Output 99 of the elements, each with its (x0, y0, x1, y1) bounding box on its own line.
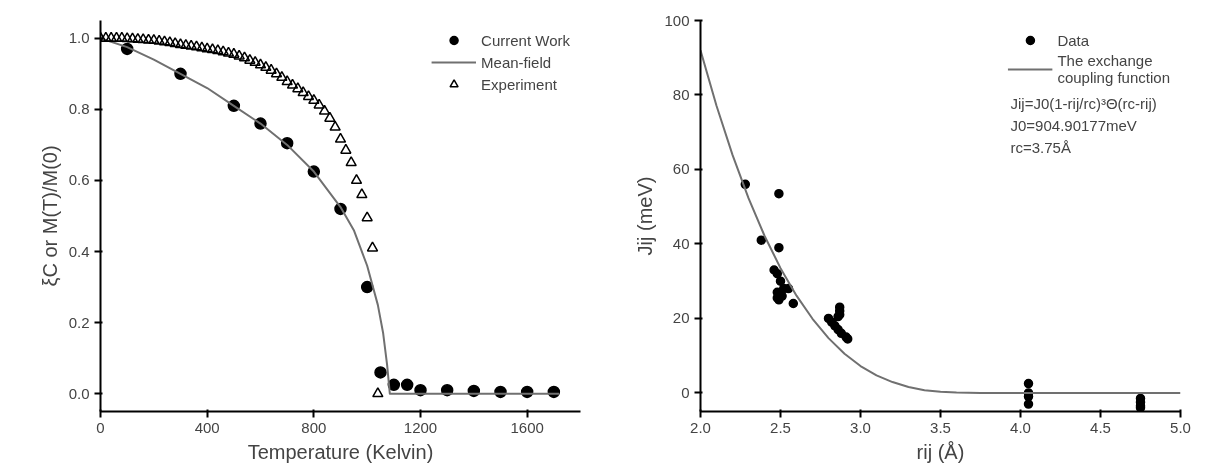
point (372, 387, 384, 398)
point (249, 55, 261, 67)
point (217, 45, 229, 56)
point (100, 31, 112, 42)
y-tick-label: 0.6 (68, 171, 90, 189)
x-tick-label: 2.5 (770, 418, 791, 436)
y-tick-label: 60 (672, 160, 690, 178)
y-tick-label: 20 (672, 309, 690, 327)
y-tick-label: 40 (672, 234, 690, 252)
x-tick-label: 2.0 (690, 418, 711, 436)
point (313, 98, 325, 109)
point (400, 378, 414, 392)
point (190, 40, 203, 51)
point (110, 31, 123, 42)
point (185, 39, 197, 50)
point (116, 31, 128, 42)
point (324, 111, 336, 122)
x-axis-title: rij (Å) (916, 440, 965, 463)
x-tick-label: 4.5 (1090, 418, 1111, 436)
point (775, 276, 786, 286)
point (265, 63, 277, 74)
point (774, 242, 784, 253)
point (222, 46, 235, 57)
legend-label: Mean-field (481, 53, 552, 71)
point (270, 67, 283, 78)
y-tick-label: 0.0 (68, 384, 90, 402)
point (228, 47, 240, 58)
y-tick-label: 1.0 (68, 29, 90, 47)
y-tick-label: 0 (681, 383, 690, 401)
point (374, 366, 387, 379)
legend-label: The exchange coupling function (1057, 52, 1170, 86)
x-tick-label: 400 (194, 418, 220, 436)
point (244, 53, 256, 64)
y-tick-label: 0.2 (68, 313, 90, 331)
x-tick-label: 3.0 (850, 418, 871, 436)
point (164, 36, 176, 47)
x-tick-label: 5.0 (1170, 418, 1191, 436)
point (260, 60, 272, 72)
annotation: Jij=J0(1-rij/rc)³Θ(rc-rij) (1010, 94, 1157, 112)
legend-label: Experiment (481, 75, 557, 93)
point (350, 173, 363, 185)
point (201, 42, 213, 53)
point (297, 86, 309, 97)
legend-label: Data (1057, 31, 1090, 49)
y-tick-label: 80 (672, 85, 690, 103)
point (142, 33, 155, 44)
x-tick-label: 4.0 (1010, 418, 1031, 436)
point (302, 90, 315, 101)
point (153, 34, 165, 45)
point (292, 82, 304, 93)
point (366, 241, 379, 252)
point (1023, 378, 1034, 389)
x-tick-label: 0 (96, 418, 105, 436)
point (174, 38, 187, 49)
point (772, 268, 783, 279)
point (238, 51, 251, 62)
point (356, 188, 368, 199)
point (206, 43, 219, 54)
point (788, 298, 799, 309)
x-tick-label: 1200 (403, 418, 438, 436)
y-tick-label: 0.4 (68, 242, 90, 260)
point (148, 33, 160, 45)
point (196, 41, 208, 52)
point (212, 44, 224, 55)
point (318, 104, 331, 115)
point (137, 33, 149, 44)
point (340, 143, 352, 154)
point (105, 31, 117, 42)
point (334, 132, 347, 143)
x-tick-label: 800 (301, 418, 327, 436)
y-axis-title: ξC or M(T)/M(0) (38, 145, 61, 287)
point (158, 35, 171, 46)
annotation: J0=904.90177meV (1010, 116, 1137, 134)
x-tick-label: 1600 (510, 418, 544, 436)
point (281, 75, 293, 86)
point (276, 70, 288, 82)
point (361, 211, 373, 222)
x-axis-title: Temperature (Kelvin) (247, 440, 434, 463)
point (308, 93, 320, 105)
point (180, 38, 192, 50)
y-axis-title: Jij (meV) (634, 176, 657, 256)
point (756, 235, 767, 245)
point (169, 37, 181, 48)
legend-label: Current Work (481, 31, 570, 49)
point (1023, 399, 1034, 409)
point (254, 58, 267, 69)
point (360, 280, 374, 294)
x-tick-label: 3.5 (930, 418, 951, 436)
point (121, 32, 133, 43)
y-tick-label: 100 (664, 11, 690, 29)
point (233, 49, 245, 60)
annotation: rc=3.75Å (1010, 138, 1071, 156)
point (126, 32, 139, 43)
y-tick-label: 0.8 (68, 100, 90, 118)
point (286, 78, 299, 89)
point (132, 32, 144, 43)
point (345, 156, 357, 167)
point (774, 188, 784, 199)
point (329, 120, 341, 131)
